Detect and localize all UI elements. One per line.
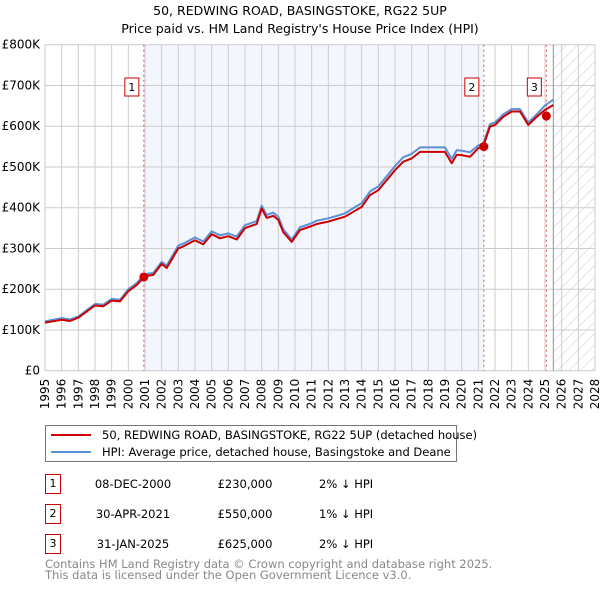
transaction-date: 08-DEC-2000 — [94, 477, 172, 491]
x-tick-label: 2004 — [188, 379, 202, 410]
y-tick-label: £700K — [2, 78, 42, 92]
x-tick-label: 2011 — [305, 379, 319, 410]
x-tick-label: 2005 — [205, 379, 219, 410]
legend-label: HPI: Average price, detached house, Basi… — [102, 445, 451, 459]
legend-swatch-blue — [51, 451, 91, 453]
y-tick-label: £100K — [2, 323, 42, 337]
sale-marker-label: 1 — [128, 81, 135, 94]
price-chart: 50, REDWING ROAD, BASINGSTOKE, RG22 5UP … — [2, 3, 600, 410]
x-tick-label: 1997 — [71, 379, 85, 410]
footer: Contains HM Land Registry data © Crown c… — [45, 557, 493, 582]
x-tick-label: 2007 — [238, 379, 252, 410]
transaction-row: 3 31-JAN-2025 £625,000 2% ↓ HPI — [45, 534, 465, 554]
transaction-price: £230,000 — [217, 477, 273, 491]
transaction-price: £550,000 — [217, 507, 273, 521]
y-tick-label: £600K — [2, 119, 42, 133]
transaction-row: 1 08-DEC-2000 £230,000 2% ↓ HPI — [45, 474, 465, 494]
y-tick-label: £500K — [2, 160, 42, 174]
y-tick-label: £0 — [25, 364, 40, 378]
x-tick-label: 2002 — [155, 379, 169, 410]
transaction-hpi: 1% ↓ HPI — [319, 507, 374, 521]
transaction-hpi: 2% ↓ HPI — [319, 477, 374, 491]
x-tick-label: 2024 — [521, 379, 535, 410]
sale-marker-label: 3 — [531, 81, 538, 94]
y-tick-label: £800K — [2, 38, 42, 52]
x-tick-label: 2021 — [471, 379, 485, 410]
x-tick-label: 2027 — [571, 379, 585, 410]
x-tick-label: 2025 — [538, 379, 552, 410]
x-tick-label: 2023 — [505, 379, 519, 410]
transaction-number: 3 — [45, 534, 61, 554]
y-tick-label: £200K — [2, 282, 42, 296]
transaction-date: 30-APR-2021 — [95, 507, 171, 521]
x-tick-label: 2015 — [371, 379, 385, 410]
x-tick-label: 1996 — [55, 379, 69, 410]
sale-marker-box — [124, 77, 140, 97]
x-tick-label: 2010 — [288, 379, 302, 410]
transaction-number: 2 — [45, 504, 61, 524]
x-tick-label: 2026 — [555, 379, 569, 410]
copyright-text: Contains HM Land Registry data © Crown c… — [45, 557, 493, 571]
sale-point — [139, 272, 149, 282]
x-tick-label: 2000 — [121, 379, 135, 410]
transaction-price: £625,000 — [217, 537, 273, 551]
sale-point — [479, 142, 489, 152]
x-tick-label: 2008 — [255, 379, 269, 410]
transaction-number: 1 — [45, 474, 61, 494]
x-tick-label: 2016 — [388, 379, 402, 410]
transaction-date: 31-JAN-2025 — [96, 537, 170, 551]
x-tick-label: 2012 — [321, 379, 335, 410]
chart-title: 50, REDWING ROAD, BASINGSTOKE, RG22 5UP — [153, 3, 447, 18]
x-tick-label: 2009 — [271, 379, 285, 410]
x-tick-label: 2001 — [138, 379, 152, 410]
x-tick-label: 2028 — [588, 379, 600, 410]
x-tick-label: 2003 — [171, 379, 185, 410]
sale-point — [541, 111, 551, 121]
x-tick-label: 1998 — [88, 379, 102, 410]
x-tick-label: 2018 — [421, 379, 435, 410]
chart-subtitle: Price paid vs. HM Land Registry's House … — [121, 21, 478, 36]
legend-item-property: 50, REDWING ROAD, BASINGSTOKE, RG22 5UP … — [46, 427, 477, 443]
legend: 50, REDWING ROAD, BASINGSTOKE, RG22 5UP … — [45, 425, 477, 462]
sale-marker-box — [464, 77, 480, 97]
x-tick-label: 2020 — [455, 379, 469, 410]
legend-item-hpi: HPI: Average price, detached house, Basi… — [46, 444, 456, 460]
y-tick-label: £300K — [2, 241, 42, 255]
legend-label: 50, REDWING ROAD, BASINGSTOKE, RG22 5UP … — [102, 428, 478, 442]
transaction-row: 2 30-APR-2021 £550,000 1% ↓ HPI — [45, 504, 465, 524]
x-tick-label: 1995 — [38, 379, 52, 410]
x-tick-label: 2022 — [488, 379, 502, 410]
x-tick-label: 2017 — [405, 379, 419, 410]
licence-text: This data is licensed under the Open Gov… — [45, 568, 412, 582]
legend-swatch-red — [51, 434, 91, 436]
sale-marker-box — [526, 77, 542, 97]
x-tick-label: 2013 — [338, 379, 352, 410]
transaction-hpi: 2% ↓ HPI — [319, 537, 374, 551]
x-tick-label: 2019 — [438, 379, 452, 410]
sale-marker-label: 2 — [468, 81, 475, 94]
y-tick-label: £400K — [2, 201, 42, 215]
x-tick-label: 2014 — [355, 379, 369, 410]
x-tick-label: 1999 — [105, 379, 119, 410]
x-tick-label: 2006 — [221, 379, 235, 410]
